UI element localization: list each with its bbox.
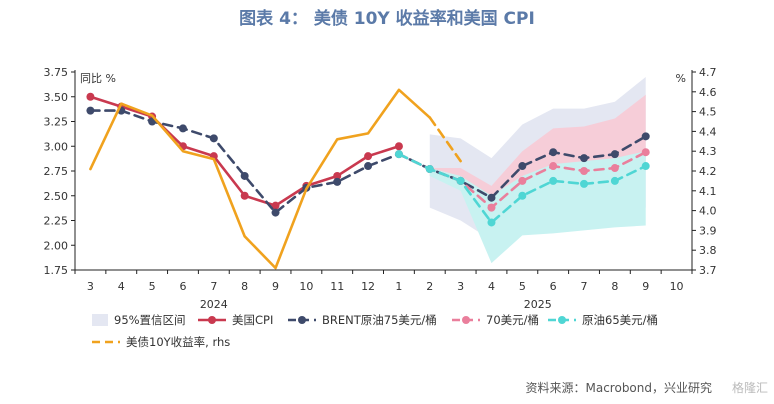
right-axis-label: % — [676, 72, 686, 85]
x-tick-label: 7 — [210, 280, 217, 293]
series-point-0 — [240, 191, 249, 200]
left-axis-label: 同比 % — [80, 72, 116, 85]
series-point-3 — [641, 162, 650, 171]
series-point-1 — [641, 132, 650, 141]
series-point-1 — [209, 134, 218, 143]
x-tick-label: 2 — [426, 280, 433, 293]
legend-label: 美债10Y收益率, rhs — [126, 335, 230, 349]
legend-swatch — [92, 314, 108, 326]
x-tick-label: 4 — [488, 280, 495, 293]
x-tick-label: 3 — [457, 280, 464, 293]
series-point-1 — [240, 171, 249, 180]
x-tick-label: 4 — [118, 280, 125, 293]
x-tick-label: 6 — [550, 280, 557, 293]
series-point-3 — [487, 218, 496, 227]
series-point-2 — [549, 162, 558, 171]
series-point-2 — [580, 167, 589, 175]
series-point-3 — [456, 176, 465, 185]
series-line-0 — [89, 95, 401, 207]
legend-label: 95%置信区间 — [114, 313, 186, 327]
series-point-1 — [364, 162, 373, 171]
series-point-1 — [86, 106, 95, 115]
series-line-5 — [428, 116, 462, 163]
series-point-0 — [364, 152, 373, 161]
year-label: 2024 — [200, 298, 228, 311]
series-point-1 — [487, 193, 496, 202]
legend-label: BRENT原油75美元/桶 — [322, 313, 437, 327]
legend-label: 原油65美元/桶 — [582, 313, 658, 327]
x-tick-label: 8 — [241, 280, 248, 293]
x-tick-label: 3 — [87, 280, 94, 293]
x-tick-label: 8 — [611, 280, 618, 293]
right-tick-label: 3.9 — [699, 224, 717, 237]
legend-marker — [462, 316, 470, 324]
right-tick-label: 4.5 — [699, 106, 717, 119]
x-tick-label: 10 — [299, 280, 313, 293]
series-point-0 — [394, 142, 403, 151]
series-point-3 — [549, 176, 558, 185]
series-point-3 — [425, 165, 434, 174]
left-tick-label: 2.25 — [44, 215, 69, 228]
series-point-3 — [580, 179, 589, 188]
left-tick-label: 2.75 — [44, 165, 69, 178]
legend-label: 美国CPI — [232, 313, 273, 327]
right-tick-label: 3.8 — [699, 244, 717, 257]
left-tick-label: 3.75 — [44, 66, 69, 79]
series-point-2 — [641, 148, 650, 157]
series-point-1 — [333, 177, 342, 186]
series-point-0 — [333, 171, 342, 180]
series-point-1 — [580, 154, 589, 163]
right-tick-label: 4.6 — [699, 86, 717, 99]
x-tick-label: 1 — [395, 280, 402, 293]
chart-title: 图表 4： 美债 10Y 收益率和美国 CPI — [239, 9, 535, 29]
left-tick-label: 3.50 — [44, 91, 69, 104]
legend-label: 70美元/桶 — [486, 313, 539, 327]
x-tick-label: 7 — [581, 280, 588, 293]
x-tick-label: 5 — [149, 280, 156, 293]
right-tick-label: 4.4 — [699, 125, 717, 138]
series-point-2 — [518, 176, 527, 185]
watermark: 格隆汇 — [731, 381, 768, 395]
series-point-0 — [86, 92, 95, 101]
year-label: 2025 — [524, 298, 552, 311]
legend-marker — [558, 316, 566, 324]
series-line-4 — [89, 88, 432, 270]
x-tick-label: 9 — [272, 280, 279, 293]
series-point-1 — [271, 208, 280, 217]
left-tick-label: 2.50 — [44, 190, 69, 203]
series-point-3 — [518, 191, 527, 200]
x-tick-label: 10 — [670, 280, 684, 293]
x-tick-label: 11 — [330, 280, 344, 293]
right-tick-label: 4.7 — [699, 66, 717, 79]
x-tick-label: 12 — [361, 280, 375, 293]
series-point-0 — [271, 201, 280, 210]
legend-marker — [298, 316, 306, 324]
x-tick-label: 5 — [519, 280, 526, 293]
x-tick-label: 6 — [179, 280, 186, 293]
series-point-2 — [610, 164, 619, 173]
left-tick-label: 2.00 — [44, 239, 69, 252]
confidence-band-2 — [429, 151, 646, 264]
right-tick-label: 4.1 — [699, 185, 717, 198]
right-tick-label: 3.7 — [699, 264, 717, 277]
series-point-1 — [610, 150, 619, 159]
x-tick-label: 9 — [642, 280, 649, 293]
series-point-3 — [610, 176, 619, 185]
source-note: 资料来源：Macrobond，兴业研究 — [525, 381, 713, 395]
series-point-1 — [178, 124, 187, 133]
series-point-1 — [549, 148, 558, 157]
legend-marker — [208, 316, 216, 324]
left-tick-label: 1.75 — [44, 264, 69, 277]
series-point-1 — [518, 162, 527, 171]
right-tick-label: 4.2 — [699, 165, 717, 178]
left-tick-label: 3.25 — [44, 116, 69, 129]
left-tick-label: 3.00 — [44, 140, 69, 153]
right-tick-label: 4.0 — [699, 205, 717, 218]
right-tick-label: 4.3 — [699, 145, 717, 158]
series-point-2 — [487, 203, 496, 212]
series-point-3 — [394, 150, 403, 159]
